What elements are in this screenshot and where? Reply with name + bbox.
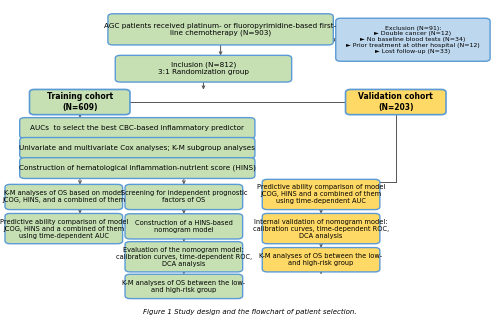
Text: Training cohort
(N=609): Training cohort (N=609) [46,93,113,112]
FancyBboxPatch shape [20,158,255,178]
Text: Predictive ability comparison of model
JCOG, HINS and a combined of them
using t: Predictive ability comparison of model J… [257,184,385,204]
FancyBboxPatch shape [262,179,380,210]
FancyBboxPatch shape [125,184,242,210]
Text: Predictive ability comparison of model
JCOG, HINS and a combined of them
using t: Predictive ability comparison of model J… [0,219,128,239]
Text: K-M analyses of OS between the low-
and high-risk group: K-M analyses of OS between the low- and … [122,280,246,293]
Text: Evaluation of the nomogram model:
calibration curves, time-dependent ROC,
DCA an: Evaluation of the nomogram model: calibr… [116,247,252,267]
Text: Screening for independent prognostic
factors of OS: Screening for independent prognostic fac… [120,190,247,204]
FancyBboxPatch shape [262,213,380,244]
Text: Construction of hematological inflammation-nutrient score (HINS): Construction of hematological inflammati… [19,165,256,171]
FancyBboxPatch shape [20,137,255,158]
FancyBboxPatch shape [20,118,255,138]
Text: Validation cohort
(N=203): Validation cohort (N=203) [358,93,433,112]
Text: Internal validation of nomogram model:
calibration curves, time-dependent ROC,
D: Internal validation of nomogram model: c… [253,219,389,239]
FancyBboxPatch shape [125,241,242,272]
Text: AGC patients received platinum- or fluoropyrimidine-based first-
line chemothera: AGC patients received platinum- or fluor… [104,23,336,36]
FancyBboxPatch shape [346,89,446,115]
Text: Exclusion (N=91):
► Double cancer (N=12)
► No baseline blood tests (N=34)
► Prio: Exclusion (N=91): ► Double cancer (N=12)… [346,26,480,54]
FancyBboxPatch shape [5,213,122,244]
FancyBboxPatch shape [336,18,490,61]
FancyBboxPatch shape [262,248,380,272]
Text: Construction of a HINS-based
nomogram model: Construction of a HINS-based nomogram mo… [135,220,233,233]
FancyBboxPatch shape [115,55,292,82]
Text: Inclusion (N=812)
3:1 Randomization group: Inclusion (N=812) 3:1 Randomization grou… [158,62,249,75]
FancyBboxPatch shape [125,274,242,299]
Text: AUCs  to select the best CBC-based inflammatory predictor: AUCs to select the best CBC-based inflam… [30,125,244,131]
Text: K-M analyses of OS based on model
JCOG, HINS, and a combined of them: K-M analyses of OS based on model JCOG, … [2,190,126,204]
FancyBboxPatch shape [125,214,242,239]
FancyBboxPatch shape [5,184,122,210]
Text: Figure 1 Study design and the flowchart of patient selection.: Figure 1 Study design and the flowchart … [143,309,357,315]
Text: K-M analyses of OS between the low-
and high-risk group: K-M analyses of OS between the low- and … [260,253,382,266]
Text: Univariate and multivariate Cox analyses; K-M subgroup analyses: Univariate and multivariate Cox analyses… [20,145,256,151]
FancyBboxPatch shape [30,89,130,115]
FancyBboxPatch shape [108,14,334,45]
